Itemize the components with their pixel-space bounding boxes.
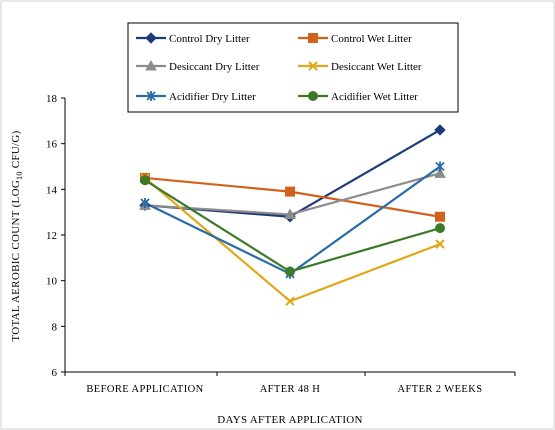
x-tick-label: AFTER 48 H [260,384,321,395]
legend-marker [145,32,157,44]
legend-marker [308,33,318,43]
legend-marker [145,59,157,71]
data-point [284,208,296,219]
y-ticks: 6 8 10 12 14 16 18 [46,93,65,379]
y-tick-label: 10 [46,276,58,288]
legend-label: Control Wet Litter [331,33,412,45]
legend-label: Desiccant Wet Litter [331,61,422,73]
legend-marker [146,91,156,101]
legend: Control Dry Litter Control Wet Litter Desi… [127,22,459,113]
data-point [285,266,295,277]
x-axis-title: DAYS AFTER APPLICATION [217,414,363,426]
legend-label: Acidifier Wet Litter [331,91,418,103]
series-line [144,129,441,218]
legend-label: Desiccant Dry Litter [169,61,260,73]
data-point [285,186,295,197]
y-tick-label: 8 [52,321,58,333]
data-point [434,167,446,178]
data-point [435,223,445,234]
legend-label: Control Dry Litter [169,33,250,45]
y-axis-title-unit: CFU/G) [10,130,22,171]
y-axis-title: TOTAL AEROBIC COUNT (LOG10 CFU/G) [10,130,24,341]
data-point [435,161,445,172]
y-tick-label: 6 [52,367,58,379]
y-axis-title-main: TOTAL AEROBIC COUNT (LOG [10,180,22,342]
data-point [285,296,295,306]
series-markers [139,124,446,306]
legend-items: Control Dry Litter Control Wet Litter Desi… [136,32,422,103]
x-tick-label: AFTER 2 WEEKS [398,384,483,395]
y-tick-label: 12 [46,230,57,242]
legend-label: Acidifier Dry Litter [169,91,256,103]
data-point [140,198,150,209]
y-tick-label: 18 [46,93,58,105]
x-tick-label: BEFORE APPLICATION [86,384,203,395]
y-tick-label: 14 [46,184,58,196]
data-point [434,124,446,136]
y-tick-label: 16 [46,139,58,151]
data-point [435,211,445,222]
data-point [140,175,150,186]
legend-box [127,22,459,113]
data-point [435,239,445,249]
plot-area: 6 8 10 12 14 16 18 BEFORE APPLICATION AFTER 48 … [46,93,516,395]
legend-marker [308,61,318,71]
y-axis-title-subscript: 10 [15,171,24,180]
legend-marker [308,91,318,101]
x-ticks: BEFORE APPLICATION AFTER 48 H AFTER 2 WEEK… [64,372,516,395]
